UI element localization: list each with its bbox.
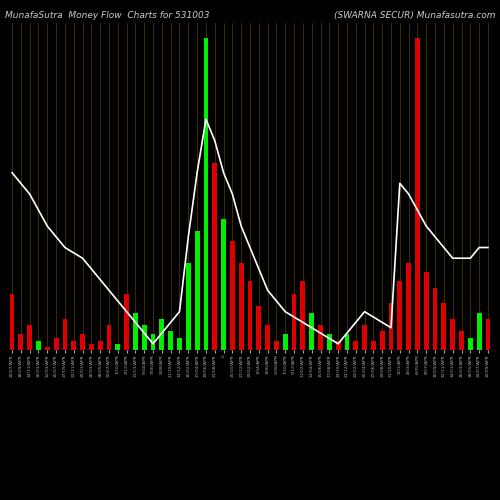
Bar xyxy=(186,262,190,350)
Bar xyxy=(486,319,490,350)
Bar xyxy=(80,334,85,350)
Bar xyxy=(150,334,156,350)
Bar xyxy=(256,306,261,350)
Bar xyxy=(18,334,24,350)
Bar xyxy=(283,334,288,350)
Bar xyxy=(221,219,226,350)
Bar xyxy=(28,325,32,350)
Bar xyxy=(54,338,59,350)
Bar xyxy=(415,38,420,350)
Text: (SWARNA SECUR) Munafasutra.com: (SWARNA SECUR) Munafasutra.com xyxy=(334,11,495,20)
Bar xyxy=(177,338,182,350)
Bar xyxy=(89,344,94,350)
Bar xyxy=(344,334,350,350)
Bar xyxy=(274,340,279,350)
Bar xyxy=(432,288,438,350)
Bar xyxy=(124,294,129,350)
Bar xyxy=(424,272,428,350)
Bar xyxy=(142,325,146,350)
Bar xyxy=(371,340,376,350)
Bar xyxy=(133,312,138,350)
Bar xyxy=(354,340,358,350)
Bar xyxy=(230,241,235,350)
Bar xyxy=(336,340,340,350)
Bar xyxy=(292,294,296,350)
Bar xyxy=(194,232,200,350)
Bar xyxy=(204,38,208,350)
Bar xyxy=(72,340,76,350)
Bar xyxy=(406,262,411,350)
Bar xyxy=(239,262,244,350)
Bar xyxy=(327,334,332,350)
Bar xyxy=(476,312,482,350)
Bar xyxy=(468,338,472,350)
Bar xyxy=(450,319,455,350)
Bar xyxy=(116,344,120,350)
Bar xyxy=(265,325,270,350)
Bar xyxy=(362,325,367,350)
Bar xyxy=(106,325,112,350)
Bar xyxy=(380,332,384,350)
Bar xyxy=(45,347,50,350)
Bar xyxy=(388,303,394,350)
Bar xyxy=(98,340,102,350)
Bar xyxy=(300,282,306,350)
Bar xyxy=(168,332,173,350)
Text: MunafaSutra  Money Flow  Charts for 531003: MunafaSutra Money Flow Charts for 531003 xyxy=(5,11,210,20)
Bar xyxy=(36,340,41,350)
Bar xyxy=(318,325,323,350)
Bar xyxy=(248,282,252,350)
Bar xyxy=(62,319,68,350)
Bar xyxy=(212,163,217,350)
Bar xyxy=(459,332,464,350)
Bar xyxy=(442,303,446,350)
Bar xyxy=(398,282,402,350)
Bar xyxy=(310,312,314,350)
Bar xyxy=(160,319,164,350)
Bar xyxy=(10,294,14,350)
